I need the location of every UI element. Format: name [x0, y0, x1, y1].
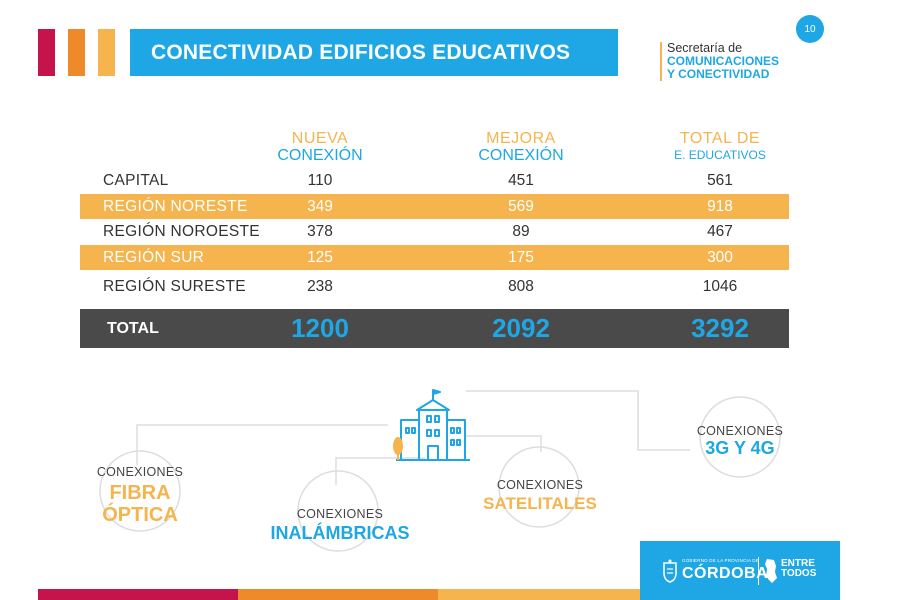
- tree-icon: [393, 437, 403, 460]
- connection-3g4g: CONEXIONES 3G Y 4G: [680, 424, 800, 458]
- cell-total: 467: [707, 223, 733, 240]
- column-header-nueva: NUEVA CONEXIÓN: [230, 130, 410, 164]
- connection-satelitales: CONEXIONES SATELITALES: [470, 478, 610, 516]
- connection-type: INALÁMBRICAS: [270, 523, 410, 543]
- column-header-top: MEJORA: [486, 130, 556, 147]
- column-header-top: NUEVA: [291, 130, 349, 147]
- connection-label: CONEXIONES: [96, 465, 184, 479]
- cell-total: 918: [707, 198, 733, 215]
- row-name: CAPITAL: [103, 172, 169, 189]
- connector-inalambricas: [335, 457, 425, 485]
- cell-mejora: 175: [508, 249, 534, 266]
- entre-word: ENTRE: [781, 558, 815, 569]
- table-row: REGIÓN SURESTE 238 808 1046: [80, 274, 789, 299]
- column-header-bottom: E. EDUCATIVOS: [674, 148, 766, 162]
- total-total: 3292: [691, 313, 749, 343]
- table-row: REGIÓN NORESTE 349 569 918: [80, 194, 789, 219]
- page-number-badge: 10: [796, 15, 824, 43]
- connection-label: CONEXIONES: [296, 507, 384, 521]
- column-header-top: TOTAL DE: [679, 130, 761, 147]
- row-name: REGIÓN SUR: [103, 249, 205, 266]
- secretaria-line3: Y CONECTIVIDAD: [667, 67, 770, 81]
- province-map-icon: [765, 559, 777, 583]
- total-nueva: 1200: [291, 313, 349, 343]
- connection-fibra: CONEXIONES FIBRA ÓPTICA: [80, 465, 200, 526]
- column-header-bottom: CONEXIÓN: [277, 147, 363, 164]
- column-header-total: TOTAL DE E. EDUCATIVOS: [630, 130, 810, 164]
- entre-todos-text: ENTRE TODOS: [781, 559, 816, 579]
- connection-type: FIBRA: [109, 482, 171, 504]
- circle-satelitales: [498, 446, 580, 528]
- column-header-mejora: MEJORA CONEXIÓN: [431, 130, 611, 164]
- row-name: REGIÓN NORESTE: [103, 198, 248, 215]
- page-title: CONECTIVIDAD EDIFICIOS EDUCATIVOS: [130, 29, 618, 76]
- connection-label: CONEXIONES: [696, 424, 784, 438]
- circle-fibra: [99, 450, 181, 532]
- government-logo: GOBIERNO DE LA PROVINCIA DE CÓRDOBA ENTR…: [640, 541, 840, 600]
- cell-mejora: 89: [512, 223, 530, 240]
- cell-nueva: 125: [307, 249, 333, 266]
- decor-stripe-crimson: [38, 29, 55, 76]
- total-mejora: 2092: [492, 313, 550, 343]
- connection-inalambricas: CONEXIONES INALÁMBRICAS: [260, 507, 420, 545]
- cordoba-text: CÓRDOBA: [682, 565, 769, 582]
- row-name: REGIÓN NOROESTE: [103, 223, 260, 240]
- footer-bar-crimson: [38, 589, 238, 600]
- connector-satelitales: [466, 435, 542, 452]
- school-building-icon: [396, 389, 470, 461]
- cell-nueva: 378: [307, 223, 333, 240]
- total-label: TOTAL: [107, 320, 159, 337]
- cell-nueva: 349: [307, 198, 333, 215]
- connector-fibra: [136, 424, 388, 465]
- connection-type-line2: ÓPTICA: [102, 504, 178, 526]
- cell-total: 561: [707, 172, 733, 189]
- connection-type: SATELITALES: [483, 494, 597, 513]
- todos-word: TODOS: [781, 568, 817, 579]
- table-row: REGIÓN NOROESTE 378 89 467: [80, 219, 789, 244]
- total-row: TOTAL 1200 2092 3292: [80, 309, 789, 348]
- cell-mejora: 569: [508, 198, 534, 215]
- secretaria-logo: Secretaría de COMUNICACIONES Y CONECTIVI…: [660, 42, 779, 81]
- cell-nueva: 238: [307, 278, 333, 295]
- gobierno-text: GOBIERNO DE LA PROVINCIA DE: [682, 558, 759, 563]
- cell-mejora: 451: [508, 172, 534, 189]
- decor-stripe-yellow: [98, 29, 115, 76]
- table-row: CAPITAL 110 451 561: [80, 168, 789, 193]
- footer-bar-orange: [238, 589, 438, 600]
- circle-inalambricas: [297, 470, 379, 552]
- connection-type: 3G Y 4G: [705, 438, 775, 458]
- logo-separator: [758, 557, 759, 585]
- secretaria-line2: COMUNICACIONES: [667, 54, 780, 68]
- column-header-bottom: CONEXIÓN: [478, 147, 564, 164]
- row-name: REGIÓN SURESTE: [103, 278, 246, 295]
- province-crest-icon: [663, 559, 677, 583]
- cell-nueva: 110: [307, 172, 333, 189]
- cell-total: 1046: [702, 278, 738, 295]
- footer-bar-yellow: [438, 589, 640, 600]
- decor-stripe-orange: [68, 29, 85, 76]
- cell-mejora: 808: [508, 278, 534, 295]
- cell-total: 300: [707, 249, 733, 266]
- secretaria-line1: Secretaría de: [667, 41, 743, 55]
- table-row: REGIÓN SUR 125 175 300: [80, 245, 789, 270]
- connector-3g4g: [466, 390, 690, 451]
- circle-3g4g: [699, 396, 781, 478]
- connection-label: CONEXIONES: [496, 478, 584, 492]
